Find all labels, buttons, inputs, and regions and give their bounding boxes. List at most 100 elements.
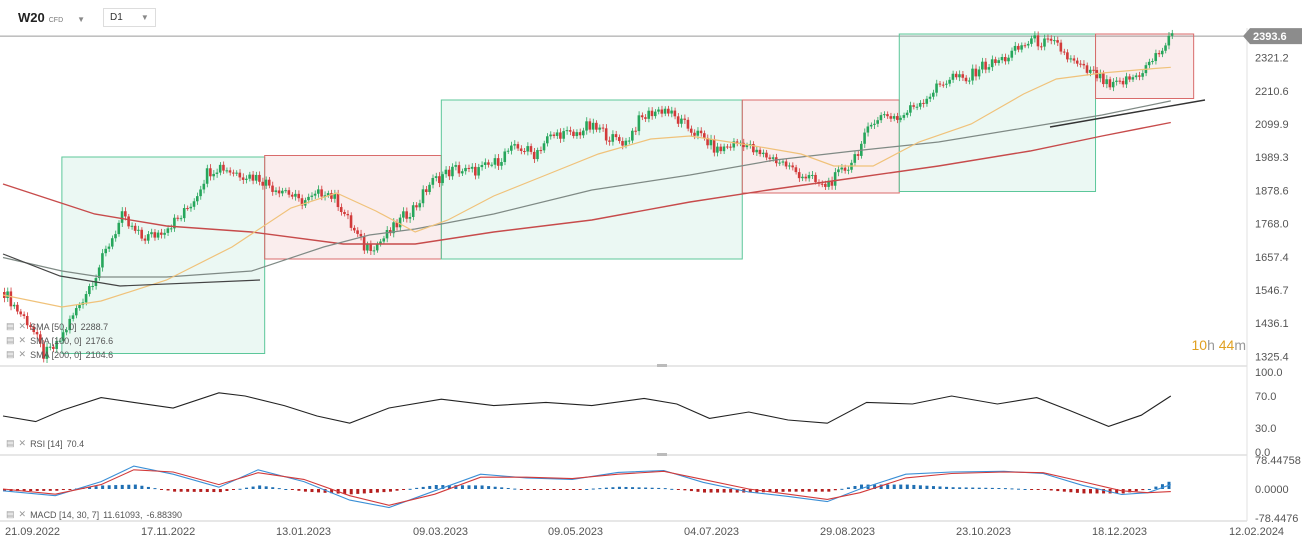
- candle-body: [428, 184, 431, 193]
- settings-icon[interactable]: ▤: [6, 509, 15, 519]
- candle-body: [922, 102, 925, 104]
- candle-body: [287, 190, 291, 195]
- settings-icon[interactable]: ▤: [6, 335, 15, 345]
- candle-body: [703, 133, 706, 138]
- close-icon[interactable]: ✕: [18, 321, 27, 331]
- candle-body: [107, 246, 111, 249]
- macd-bar: [343, 489, 347, 494]
- macd-bar: [22, 489, 26, 492]
- candle-body: [526, 146, 529, 152]
- settings-icon[interactable]: ▤: [6, 321, 15, 331]
- candle-body: [709, 139, 713, 146]
- macd-bar: [794, 489, 798, 492]
- indicator-rsi-label[interactable]: ▤ ✕ RSI [14] 70.4: [6, 438, 84, 449]
- candle-body: [1131, 77, 1135, 80]
- candle-body: [1069, 58, 1072, 60]
- candle-body: [1170, 33, 1174, 36]
- candle-body: [290, 194, 294, 197]
- macd-bar: [611, 487, 615, 489]
- close-icon[interactable]: ✕: [18, 335, 27, 345]
- candle-body: [784, 161, 788, 167]
- candle-body: [506, 150, 510, 152]
- macd-bar: [493, 486, 497, 489]
- candle-body: [395, 222, 399, 228]
- candle-body: [186, 208, 189, 210]
- candle-body: [460, 171, 464, 174]
- indicator-name: RSI [14]: [30, 438, 63, 449]
- candle-body: [797, 172, 801, 179]
- candle-body: [768, 157, 772, 159]
- rsi-tick-label: 0.0: [1255, 447, 1270, 459]
- candle-body: [91, 285, 94, 287]
- indicator-sma200-label[interactable]: ▤ ✕ SMA [200, 0] 2104.6: [6, 349, 113, 360]
- macd-bar: [748, 489, 752, 493]
- candle-body: [545, 136, 549, 144]
- candle-body: [771, 157, 775, 159]
- candle-body: [941, 84, 945, 86]
- last-price-badge: [1243, 28, 1302, 45]
- price-tick-label: 2099.9: [1255, 119, 1289, 131]
- macd-bar: [258, 485, 262, 489]
- candle-body: [264, 179, 268, 186]
- candle-body: [343, 212, 346, 215]
- candle-body: [624, 140, 628, 146]
- indicator-sma50-label[interactable]: ▤ ✕ SMA [50, 0] 2288.7: [6, 321, 108, 332]
- candle-body: [585, 121, 588, 131]
- candle-body: [846, 169, 850, 171]
- macd-bar: [1062, 489, 1066, 492]
- candle-body: [1079, 63, 1082, 65]
- candle-body: [529, 146, 533, 152]
- panel-resize-handle[interactable]: [657, 453, 667, 456]
- candle-body: [568, 130, 572, 132]
- candle-body: [405, 211, 408, 219]
- candle-body: [241, 177, 245, 180]
- candle-body: [1154, 53, 1158, 62]
- macd-bar: [513, 488, 517, 490]
- macd-bar: [1049, 489, 1053, 491]
- candle-body: [617, 137, 621, 142]
- macd-bar: [231, 489, 235, 490]
- indicator-macd-label[interactable]: ▤ ✕ MACD [14, 30, 7] 11.61093, -6.88390: [6, 509, 182, 520]
- candle-body: [421, 189, 425, 204]
- candle-body: [781, 161, 785, 163]
- panel-resize-handle[interactable]: [657, 364, 667, 367]
- macd-bar: [997, 488, 1001, 490]
- close-icon[interactable]: ✕: [18, 509, 27, 519]
- close-icon[interactable]: ✕: [18, 349, 27, 359]
- candle-body: [820, 183, 824, 185]
- instrument-selector[interactable]: W20 CFD ▼: [12, 8, 91, 27]
- macd-bar: [127, 484, 131, 489]
- candle-body: [1141, 73, 1144, 77]
- candle-body: [52, 346, 55, 349]
- settings-icon[interactable]: ▤: [6, 349, 15, 359]
- last-price-label: 2393.6: [1253, 31, 1287, 43]
- macd-bar: [886, 484, 890, 489]
- candle-body: [1102, 73, 1105, 85]
- macd-bar: [1088, 489, 1092, 494]
- candle-body: [918, 102, 922, 107]
- close-icon[interactable]: ✕: [18, 438, 27, 448]
- indicator-sma100-label[interactable]: ▤ ✕ SMA [100, 0] 2176.6: [6, 335, 113, 346]
- candle-body: [124, 211, 127, 217]
- candle-body: [346, 214, 350, 216]
- candle-body: [366, 244, 369, 251]
- candle-body: [101, 253, 104, 268]
- candle-body: [532, 151, 536, 160]
- candle-body: [621, 141, 624, 146]
- macd-bar: [918, 485, 922, 489]
- rsi-tick-label: 100.0: [1255, 367, 1283, 379]
- candle-body: [297, 193, 300, 199]
- macd-bar: [899, 484, 903, 489]
- macd-bar: [663, 488, 667, 490]
- macd-bar: [467, 485, 471, 489]
- sma100-line-dark: [1049, 99, 1206, 128]
- timeframe-selector[interactable]: D1 ▼: [103, 8, 156, 27]
- macd-bar: [186, 489, 190, 492]
- candle-body: [32, 327, 36, 333]
- macd-bar: [1141, 489, 1145, 491]
- macd-bar: [205, 489, 209, 492]
- macd-bar: [683, 489, 687, 491]
- settings-icon[interactable]: ▤: [6, 438, 15, 448]
- candle-body: [670, 110, 673, 114]
